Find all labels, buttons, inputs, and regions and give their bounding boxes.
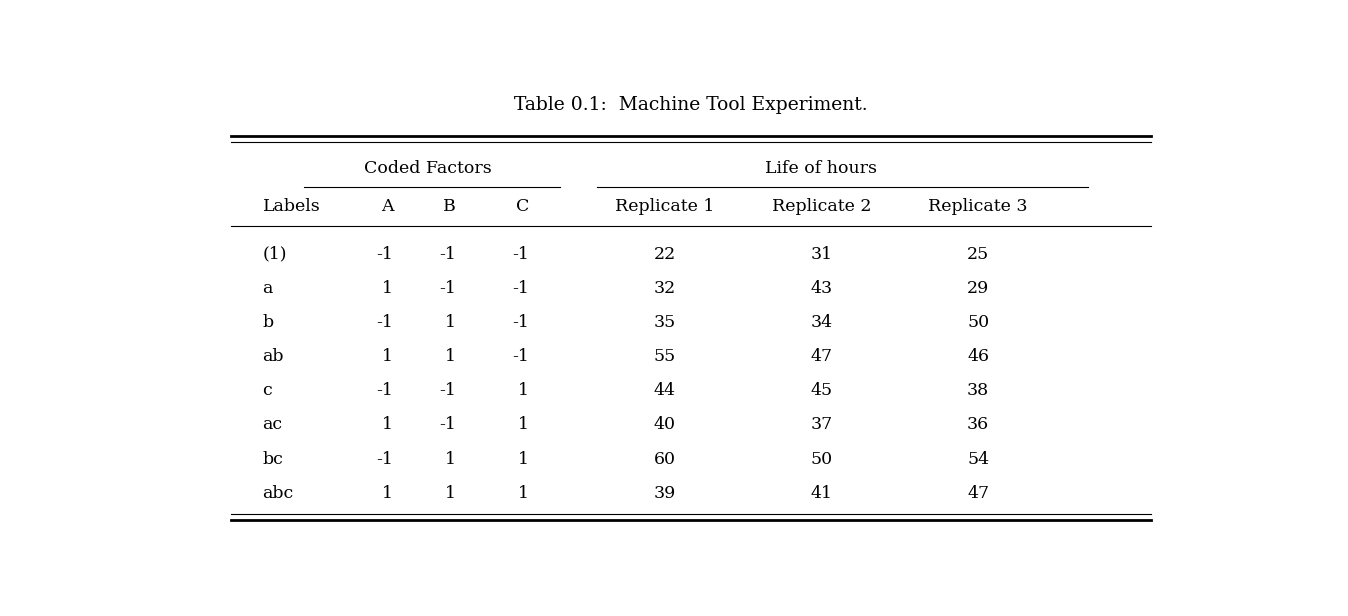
- Text: 47: 47: [967, 485, 989, 501]
- Text: 1: 1: [445, 485, 456, 501]
- Text: 40: 40: [654, 416, 675, 434]
- Text: A: A: [380, 198, 394, 215]
- Text: 34: 34: [810, 314, 833, 331]
- Text: 60: 60: [654, 450, 675, 468]
- Text: c: c: [263, 383, 272, 399]
- Text: Table 0.1:  Machine Tool Experiment.: Table 0.1: Machine Tool Experiment.: [514, 95, 868, 114]
- Text: -1: -1: [439, 383, 456, 399]
- Text: B: B: [443, 198, 456, 215]
- Text: 1: 1: [445, 450, 456, 468]
- Text: Replicate 3: Replicate 3: [929, 198, 1029, 215]
- Text: 1: 1: [518, 485, 528, 501]
- Text: 50: 50: [967, 314, 989, 331]
- Text: a: a: [263, 280, 272, 297]
- Text: 1: 1: [518, 383, 528, 399]
- Text: 54: 54: [967, 450, 989, 468]
- Text: abc: abc: [263, 485, 294, 501]
- Text: -1: -1: [439, 280, 456, 297]
- Text: 38: 38: [967, 383, 989, 399]
- Text: 50: 50: [810, 450, 833, 468]
- Text: 35: 35: [654, 314, 675, 331]
- Text: Labels: Labels: [263, 198, 321, 215]
- Text: 31: 31: [810, 246, 833, 262]
- Text: Replicate 1: Replicate 1: [615, 198, 714, 215]
- Text: 1: 1: [381, 280, 394, 297]
- Text: 1: 1: [381, 485, 394, 501]
- Text: C: C: [515, 198, 528, 215]
- Text: ac: ac: [263, 416, 283, 434]
- Text: b: b: [263, 314, 274, 331]
- Text: Coded Factors: Coded Factors: [364, 160, 492, 177]
- Text: 1: 1: [445, 314, 456, 331]
- Text: 1: 1: [518, 450, 528, 468]
- Text: 45: 45: [810, 383, 833, 399]
- Text: 36: 36: [967, 416, 989, 434]
- Text: -1: -1: [512, 246, 528, 262]
- Text: -1: -1: [376, 450, 394, 468]
- Text: -1: -1: [512, 348, 528, 365]
- Text: -1: -1: [376, 246, 394, 262]
- Text: -1: -1: [439, 416, 456, 434]
- Text: -1: -1: [439, 246, 456, 262]
- Text: (1): (1): [263, 246, 287, 262]
- Text: Replicate 2: Replicate 2: [771, 198, 871, 215]
- Text: 47: 47: [810, 348, 833, 365]
- Text: 37: 37: [810, 416, 833, 434]
- Text: 1: 1: [381, 416, 394, 434]
- Text: -1: -1: [376, 383, 394, 399]
- Text: ab: ab: [263, 348, 284, 365]
- Text: 46: 46: [967, 348, 989, 365]
- Text: -1: -1: [512, 314, 528, 331]
- Text: 25: 25: [967, 246, 989, 262]
- Text: 39: 39: [654, 485, 675, 501]
- Text: 1: 1: [381, 348, 394, 365]
- Text: 43: 43: [810, 280, 833, 297]
- Text: Life of hours: Life of hours: [766, 160, 878, 177]
- Text: 1: 1: [518, 416, 528, 434]
- Text: -1: -1: [376, 314, 394, 331]
- Text: 32: 32: [654, 280, 675, 297]
- Text: 1: 1: [445, 348, 456, 365]
- Text: 41: 41: [810, 485, 833, 501]
- Text: -1: -1: [512, 280, 528, 297]
- Text: 44: 44: [654, 383, 675, 399]
- Text: 29: 29: [967, 280, 989, 297]
- Text: bc: bc: [263, 450, 283, 468]
- Text: 22: 22: [654, 246, 675, 262]
- Text: 55: 55: [654, 348, 675, 365]
